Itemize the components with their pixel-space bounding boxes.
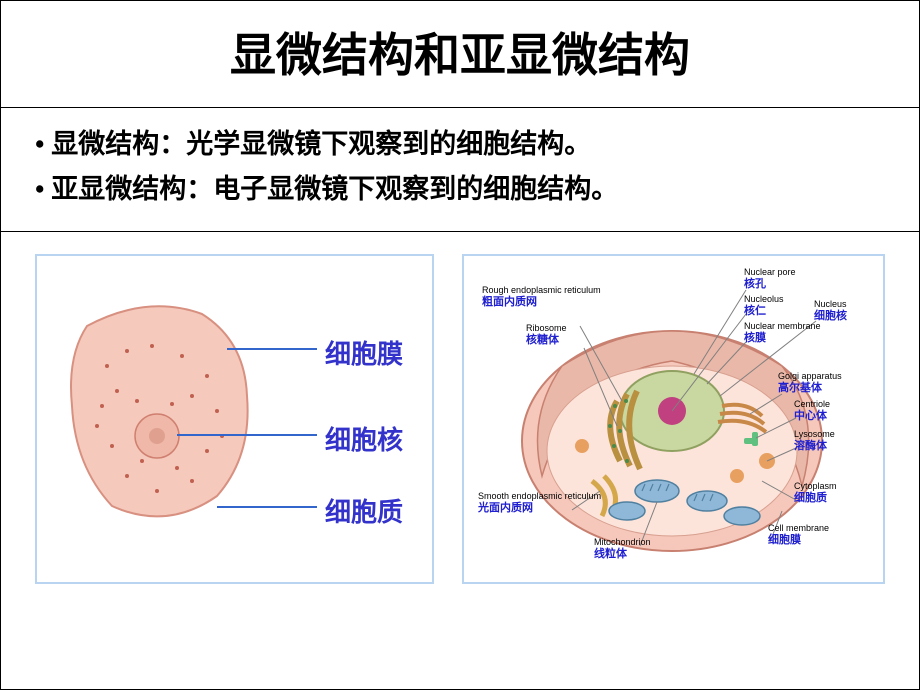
lbl-nmembrane-en: Nuclear membrane bbox=[744, 322, 821, 332]
lbl-cytoplasm: Cytoplasm 细胞质 bbox=[794, 482, 837, 504]
lbl-cellmembrane-en: Cell membrane bbox=[768, 524, 829, 534]
label-nucleus: 细胞核 bbox=[325, 420, 403, 457]
lbl-nucleus-cn: 细胞核 bbox=[814, 310, 847, 322]
detailed-cell-diagram: Rough endoplasmic reticulum 粗面内质网 Riboso… bbox=[462, 254, 885, 584]
lbl-ribosome: Ribosome 核糖体 bbox=[526, 324, 567, 346]
lbl-nucleolus-en: Nucleolus bbox=[744, 295, 784, 305]
lbl-nucleus: Nucleus 细胞核 bbox=[814, 300, 847, 322]
lbl-lysosome-cn: 溶酶体 bbox=[794, 440, 835, 452]
lbl-mito: Mitochondrion 线粒体 bbox=[594, 538, 651, 560]
lbl-nmembrane: Nuclear membrane 核膜 bbox=[744, 322, 821, 344]
lbl-rough-er-en: Rough endoplasmic reticulum bbox=[482, 286, 601, 296]
lbl-nucleolus: Nucleolus 核仁 bbox=[744, 295, 784, 317]
lbl-cellmembrane: Cell membrane 细胞膜 bbox=[768, 524, 829, 546]
line-nucleus bbox=[177, 434, 317, 436]
lbl-nucleolus-cn: 核仁 bbox=[744, 305, 784, 317]
lbl-cellmembrane-cn: 细胞膜 bbox=[768, 534, 829, 546]
diagram-row: 细胞膜 细胞核 细胞质 bbox=[1, 232, 919, 606]
lbl-mito-en: Mitochondrion bbox=[594, 538, 651, 548]
lbl-mito-cn: 线粒体 bbox=[594, 548, 651, 560]
cell-nucleolus-shape bbox=[149, 428, 165, 444]
lbl-rough-er: Rough endoplasmic reticulum 粗面内质网 bbox=[482, 286, 601, 308]
lbl-cytoplasm-cn: 细胞质 bbox=[794, 492, 837, 504]
lbl-nucleus-en: Nucleus bbox=[814, 300, 847, 310]
lbl-lysosome-en: Lysosome bbox=[794, 430, 835, 440]
lbl-npore-en: Nuclear pore bbox=[744, 268, 796, 278]
lbl-ribosome-en: Ribosome bbox=[526, 324, 567, 334]
line-cytoplasm bbox=[217, 506, 317, 508]
label-cytoplasm: 细胞质 bbox=[325, 492, 403, 529]
lbl-centriole-cn: 中心体 bbox=[794, 410, 830, 422]
lbl-smooth-er: Smooth endoplasmic reticulum 光面内质网 bbox=[478, 492, 601, 514]
lbl-golgi-en: Golgi apparatus bbox=[778, 372, 842, 382]
lbl-rough-er-cn: 粗面内质网 bbox=[482, 296, 601, 308]
slide: 显微结构和亚显微结构 显微结构：光学显微镜下观察到的细胞结构。 亚显微结构：电子… bbox=[0, 0, 920, 690]
bullet-1: 显微结构：光学显微镜下观察到的细胞结构。 bbox=[35, 122, 885, 167]
simple-cell-diagram: 细胞膜 细胞核 细胞质 bbox=[35, 254, 434, 584]
lbl-golgi-cn: 高尔基体 bbox=[778, 382, 842, 394]
lbl-npore-cn: 核孔 bbox=[744, 278, 796, 290]
lbl-golgi: Golgi apparatus 高尔基体 bbox=[778, 372, 842, 394]
label-membrane: 细胞膜 bbox=[325, 334, 403, 371]
lbl-smooth-er-cn: 光面内质网 bbox=[478, 502, 601, 514]
line-membrane bbox=[227, 348, 317, 350]
lbl-smooth-er-en: Smooth endoplasmic reticulum bbox=[478, 492, 601, 502]
title-container: 显微结构和亚显微结构 bbox=[1, 1, 919, 108]
simple-cell-svg bbox=[57, 296, 257, 526]
lbl-centriole: Centriole 中心体 bbox=[794, 400, 830, 422]
bullet-container: 显微结构：光学显微镜下观察到的细胞结构。 亚显微结构：电子显微镜下观察到的细胞结… bbox=[1, 108, 919, 232]
lbl-lysosome: Lysosome 溶酶体 bbox=[794, 430, 835, 452]
lbl-npore: Nuclear pore 核孔 bbox=[744, 268, 796, 290]
lbl-nmembrane-cn: 核膜 bbox=[744, 332, 821, 344]
bullet-2: 亚显微结构：电子显微镜下观察到的细胞结构。 bbox=[35, 167, 885, 212]
lbl-ribosome-cn: 核糖体 bbox=[526, 334, 567, 346]
lbl-centriole-en: Centriole bbox=[794, 400, 830, 410]
slide-title: 显微结构和亚显微结构 bbox=[1, 19, 919, 85]
cell-membrane-shape bbox=[71, 306, 248, 516]
lbl-cytoplasm-en: Cytoplasm bbox=[794, 482, 837, 492]
